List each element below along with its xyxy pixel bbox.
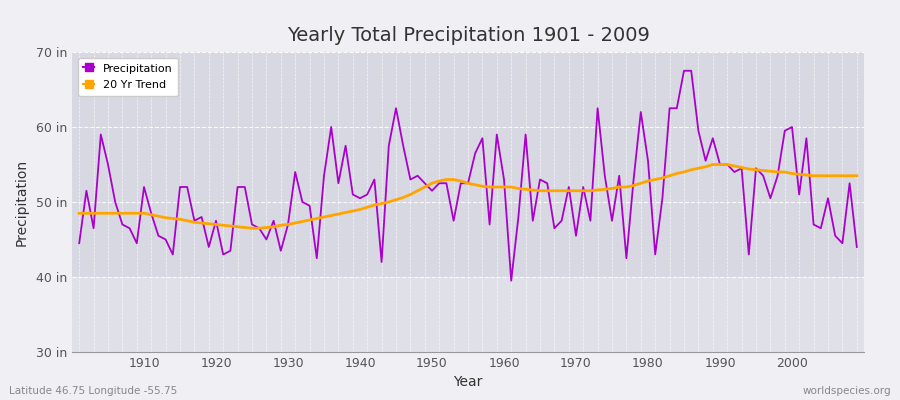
- Text: worldspecies.org: worldspecies.org: [803, 386, 891, 396]
- Bar: [72, 52, 864, 277]
- X-axis label: Year: Year: [454, 376, 482, 390]
- Text: Latitude 46.75 Longitude -55.75: Latitude 46.75 Longitude -55.75: [9, 386, 177, 396]
- Title: Yearly Total Precipitation 1901 - 2009: Yearly Total Precipitation 1901 - 2009: [286, 26, 650, 45]
- Y-axis label: Precipitation: Precipitation: [14, 158, 29, 246]
- Legend: Precipitation, 20 Yr Trend: Precipitation, 20 Yr Trend: [77, 58, 178, 96]
